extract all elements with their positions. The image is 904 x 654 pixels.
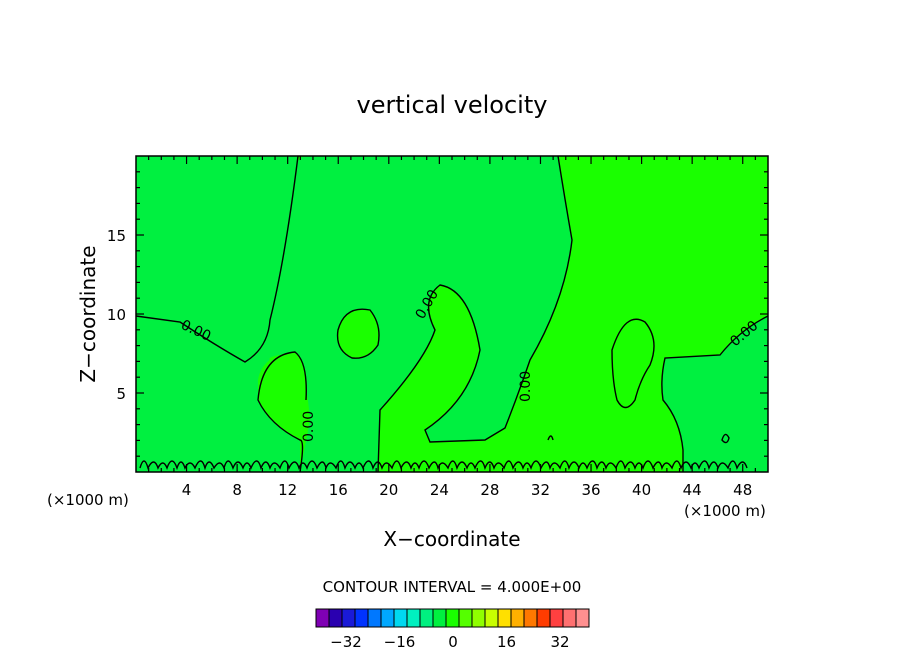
y-axis-label: Z−coordinate: [76, 245, 100, 382]
colorbar-tick-label: 0: [448, 633, 458, 651]
colorbar-swatch: [562, 608, 577, 628]
x-tick-label: 32: [531, 481, 550, 499]
contour-center-left: [257, 351, 307, 473]
colorbar-tick-label: −16: [384, 633, 416, 651]
colorbar-swatch: [471, 608, 486, 628]
x-unit-right: (×1000 m): [684, 502, 766, 520]
x-tick-label: 36: [581, 481, 600, 499]
colorbar-swatch: [432, 608, 447, 628]
contour-center: [377, 155, 573, 473]
colorbar-swatch: [536, 608, 551, 628]
y-tick-label: 15: [107, 227, 126, 245]
colorbar-swatch: [458, 608, 473, 628]
negative-region-right: [661, 316, 768, 472]
colorbar-swatch: [523, 608, 538, 628]
colorbar-swatch: [328, 608, 343, 628]
contour-small-2: [547, 435, 554, 441]
x-tick-label: 4: [182, 481, 192, 499]
colorbar-tick-label: 32: [550, 633, 569, 651]
positive-blob-right: [612, 319, 654, 408]
colorbar-swatch: [393, 608, 408, 628]
positive-blob-left: [258, 352, 307, 440]
colorbar-tick-label: −32: [330, 633, 362, 651]
contour-interval-text: CONTOUR INTERVAL = 4.000E+00: [323, 578, 582, 596]
colorbar-swatch: [510, 608, 525, 628]
contour-label-2: 0.00: [301, 411, 317, 442]
colorbar-swatch: [575, 608, 590, 628]
x-tick-label: 16: [329, 481, 348, 499]
x-tick-labels: 4 8 12 16 20 24 28 32 36 40 44 48: [182, 481, 752, 499]
colorbar-swatch: [367, 608, 382, 628]
colorbar-swatch: [549, 608, 564, 628]
colorbar-swatch: [341, 608, 356, 628]
x-tick-label: 8: [232, 481, 242, 499]
colorbar-swatch: [445, 608, 460, 628]
colorbar-swatch: [315, 608, 330, 628]
contour-lines: [135, 155, 769, 473]
colorbar: [315, 608, 590, 628]
y-tick-label: 10: [107, 306, 126, 324]
positive-blob-center: [337, 309, 379, 359]
contour-blob-right: [611, 318, 655, 409]
y-tick-labels: 5 10 15: [107, 227, 126, 403]
colorbar-swatch: [484, 608, 499, 628]
colorbar-swatch: [406, 608, 421, 628]
plot-area: 0.00 0.00 0.00 0.00 0.00: [135, 155, 769, 473]
colorbar-tick-labels: −32 −16 0 16 32: [330, 633, 569, 651]
colorbar-swatch: [380, 608, 395, 628]
contour-small-1: [721, 433, 730, 444]
x-tick-label: 40: [632, 481, 651, 499]
contour-right: [661, 315, 769, 472]
x-unit-left: (×1000 m): [47, 491, 129, 509]
colorbar-swatch: [419, 608, 434, 628]
axis-ticks: [136, 156, 768, 472]
x-tick-label: 48: [733, 481, 752, 499]
x-tick-label: 12: [278, 481, 297, 499]
colorbar-swatch: [497, 608, 512, 628]
colorbar-swatch: [354, 608, 369, 628]
contour-left: [135, 155, 299, 363]
contour-label-4: 0.00: [518, 371, 534, 402]
contour-blob-center: [336, 308, 380, 359]
colorbar-tick-label: 16: [497, 633, 516, 651]
x-tick-label: 44: [683, 481, 702, 499]
contour-surface: [139, 460, 748, 471]
y-tick-label: 5: [116, 385, 126, 403]
x-tick-label: 20: [379, 481, 398, 499]
negative-region-bottom: [136, 316, 270, 472]
chart-title: vertical velocity: [357, 91, 548, 119]
x-tick-label: 24: [430, 481, 449, 499]
x-axis-label: X−coordinate: [383, 527, 520, 551]
x-tick-label: 28: [480, 481, 499, 499]
